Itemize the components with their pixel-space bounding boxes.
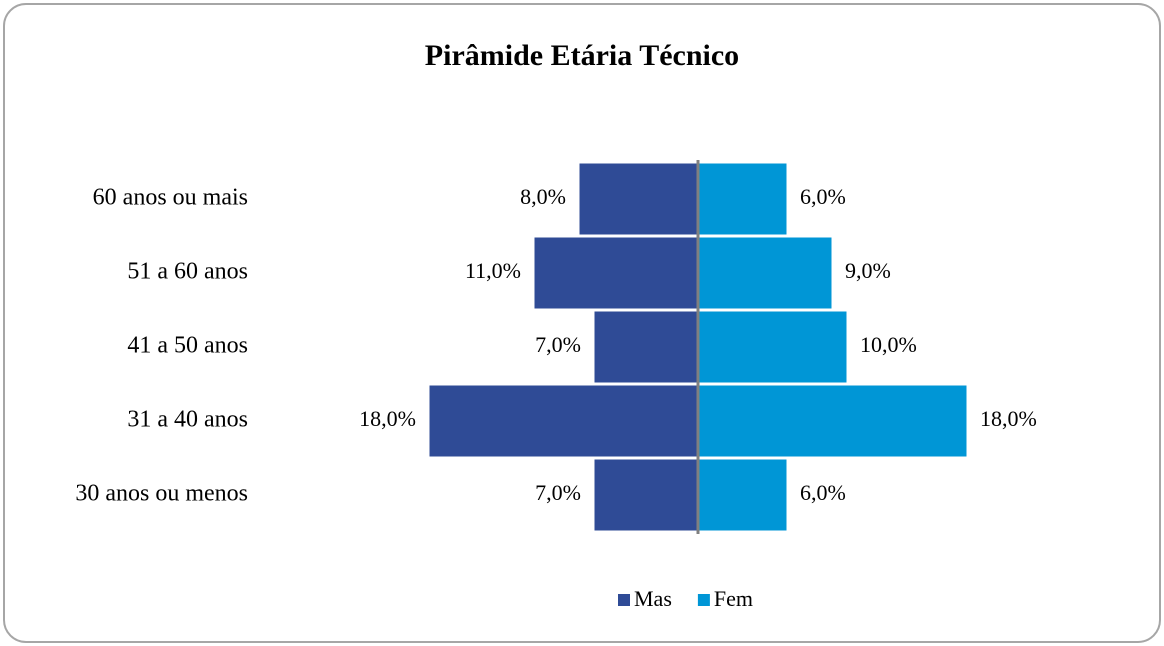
legend-label: Fem	[714, 586, 753, 611]
bar	[591, 456, 700, 534]
value-label: 9,0%	[845, 258, 891, 283]
bar	[696, 160, 790, 238]
bar	[576, 160, 700, 238]
value-label: 6,0%	[800, 480, 846, 505]
category-label: 51 a 60 anos	[127, 259, 248, 285]
bar	[591, 308, 700, 386]
bar	[696, 382, 970, 460]
bar	[696, 234, 835, 312]
value-label: 10,0%	[860, 332, 917, 357]
value-label: 11,0%	[465, 258, 521, 283]
bar	[696, 456, 790, 534]
category-label: 30 anos ou menos	[75, 481, 248, 507]
value-label: 7,0%	[535, 480, 581, 505]
bar	[426, 382, 700, 460]
bar	[531, 234, 700, 312]
chart-title: Pirâmide Etária Técnico	[425, 39, 739, 72]
value-label: 18,0%	[359, 406, 416, 431]
legend-label: Mas	[634, 586, 672, 611]
bar	[696, 308, 850, 386]
legend-swatch	[697, 594, 710, 606]
value-label: 8,0%	[520, 184, 566, 209]
value-label: 6,0%	[800, 184, 846, 209]
chart-frame	[3, 3, 1161, 643]
legend-swatch	[618, 594, 630, 606]
value-label: 7,0%	[535, 332, 581, 357]
value-label: 18,0%	[980, 406, 1037, 431]
category-label: 31 a 40 anos	[127, 407, 248, 433]
category-label: 60 anos ou mais	[93, 185, 248, 211]
category-label: 41 a 50 anos	[127, 333, 248, 359]
